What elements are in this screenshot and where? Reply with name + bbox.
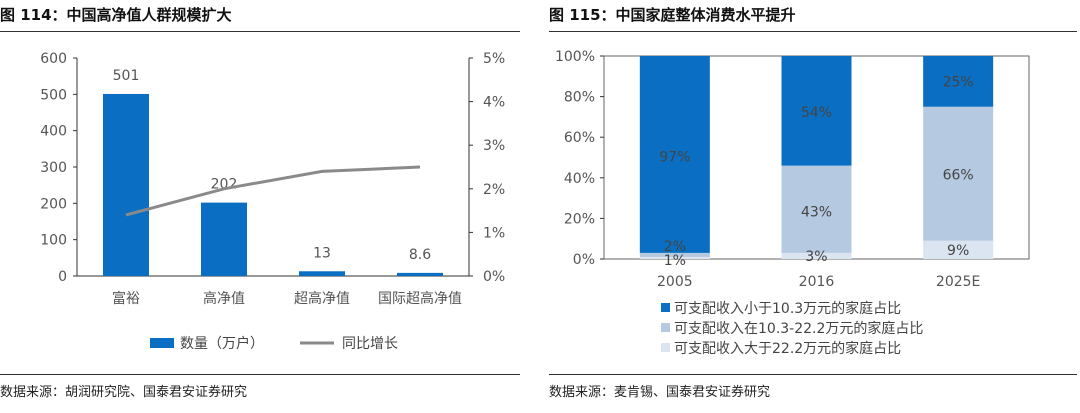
stack-segment (639, 56, 710, 253)
bar (397, 272, 443, 276)
y-right-tick-label: 3% (483, 138, 505, 154)
stack-segment (781, 165, 852, 253)
y-right-tick-label: 4% (483, 95, 505, 111)
y-left-tick-label: 500 (40, 87, 67, 103)
y-left-tick-label: 200 (40, 196, 67, 212)
y-tick-label: 60% (564, 130, 595, 146)
stack-segment (781, 252, 852, 259)
y-right-tick-label: 2% (483, 182, 505, 198)
segment-value-label: 43% (801, 204, 832, 220)
segment-value-label: 97% (659, 149, 690, 165)
legend-swatch (661, 323, 670, 332)
y-left-tick-label: 100 (40, 233, 67, 249)
bar-value-label: 13 (313, 245, 331, 261)
y-right-tick-label: 1% (483, 225, 505, 241)
left-panel: 图 114：中国高净值人群规模扩大 0 100 200 300 400 500 600 0% 1… (0, 0, 520, 413)
legend-label-line: 同比增长 (342, 336, 398, 352)
category-label: 2025E (936, 274, 980, 290)
category-label: 富裕 (112, 290, 140, 307)
left-source: 数据来源：胡润研究院、国泰君安证券研究 (0, 385, 248, 400)
legend-label-bar: 数量（万户） (180, 335, 264, 352)
y-tick-label: 80% (564, 90, 595, 106)
stack-segment (923, 240, 994, 259)
y-left-tick-label: 0 (58, 269, 67, 285)
category-label: 高净值 (203, 290, 245, 307)
right-panel: 图 115：中国家庭整体消费水平提升 0% 20% 40% 60% 80% 100% 200… (549, 0, 1080, 413)
segment-value-label: 3% (805, 249, 827, 265)
left-chart: 01002003004005006000%1%2%3%4%5%501富裕202高… (40, 51, 505, 352)
segment-value-label: 1% (664, 253, 686, 269)
legend-label: 可支配收入大于22.2万元的家庭占比 (674, 340, 901, 357)
right-chart: 0% 20% 40% 60% 80% 100% 2005 2016 2025E 97% 2%1% 54… (555, 49, 1030, 357)
left-source-rule (0, 374, 520, 375)
legend-label: 可支配收入小于10.3万元的家庭占比 (674, 300, 901, 317)
stack-segment (781, 56, 852, 166)
bar-value-label: 8.6 (409, 247, 431, 263)
segment-value-label: 25% (943, 74, 974, 90)
left-panel-title: 图 114：中国高净值人群规模扩大 (0, 6, 232, 24)
category-label: 2005 (657, 274, 693, 290)
right-panel-title: 图 115：中国家庭整体消费水平提升 (549, 6, 796, 24)
y-tick-label: 0% (573, 252, 595, 268)
legend-label: 可支配收入在10.3-22.2万元的家庭占比 (674, 320, 923, 337)
legend-swatch (661, 303, 670, 312)
segment-value-label: 9% (947, 243, 969, 259)
left-title-rule (0, 31, 520, 32)
growth-line (125, 165, 421, 217)
segment-value-label: 2% (664, 239, 686, 255)
segment-value-label: 54% (801, 105, 832, 121)
stack-segment (639, 252, 710, 257)
y-tick-label: 100% (555, 49, 595, 65)
stack-segment (923, 106, 994, 241)
legend-swatch (661, 343, 670, 352)
y-left-tick-label: 300 (40, 160, 67, 176)
segment-value-label: 66% (943, 168, 974, 184)
legend-swatch-bar (150, 338, 174, 348)
y-right-tick-label: 5% (483, 51, 505, 67)
bar (201, 202, 247, 276)
bar (299, 271, 345, 276)
y-tick-label: 40% (564, 171, 595, 187)
stack-segment (923, 56, 994, 107)
bar (103, 93, 149, 276)
bar-value-label: 501 (113, 68, 140, 84)
y-tick-label: 20% (564, 211, 595, 227)
category-label: 超高净值 (294, 290, 350, 307)
y-left-tick-label: 400 (40, 124, 67, 140)
category-label: 2016 (799, 274, 835, 290)
right-title-rule (549, 31, 1077, 32)
y-right-tick-label: 0% (483, 269, 505, 285)
y-left-tick-label: 600 (40, 51, 67, 67)
category-label: 国际超高净值 (378, 290, 462, 307)
stack-segment (639, 256, 710, 259)
right-source: 数据来源：麦肯锡、国泰君安证券研究 (549, 385, 771, 400)
right-source-rule (549, 374, 1077, 375)
